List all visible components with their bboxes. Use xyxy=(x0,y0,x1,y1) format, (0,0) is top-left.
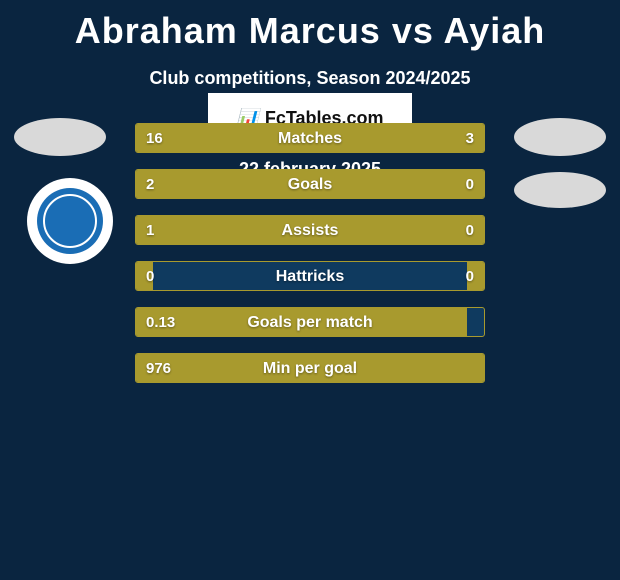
stat-label: Assists xyxy=(136,216,484,245)
stat-label: Min per goal xyxy=(136,354,484,383)
stat-label: Hattricks xyxy=(136,262,484,291)
stat-value-right: 0 xyxy=(466,262,474,291)
stat-row: 0.13Goals per match xyxy=(135,307,485,337)
club-badge-left-inner xyxy=(37,188,103,254)
club-badge-right xyxy=(514,172,606,208)
stat-label: Matches xyxy=(136,124,484,153)
stat-row: 16Matches3 xyxy=(135,123,485,153)
stat-row: 976Min per goal xyxy=(135,353,485,383)
stat-row: 0Hattricks0 xyxy=(135,261,485,291)
stats-bars: 16Matches32Goals01Assists00Hattricks00.1… xyxy=(135,123,485,399)
stat-label: Goals xyxy=(136,170,484,199)
stat-value-right: 3 xyxy=(466,124,474,153)
stat-row: 2Goals0 xyxy=(135,169,485,199)
stat-value-right: 0 xyxy=(466,170,474,199)
player-left-avatar xyxy=(14,118,106,156)
stat-label: Goals per match xyxy=(136,308,484,337)
page-title: Abraham Marcus vs Ayiah xyxy=(0,0,620,52)
subtitle: Club competitions, Season 2024/2025 xyxy=(0,68,620,89)
stat-row: 1Assists0 xyxy=(135,215,485,245)
club-badge-left xyxy=(27,178,113,264)
stat-value-right: 0 xyxy=(466,216,474,245)
player-right-avatar xyxy=(514,118,606,156)
